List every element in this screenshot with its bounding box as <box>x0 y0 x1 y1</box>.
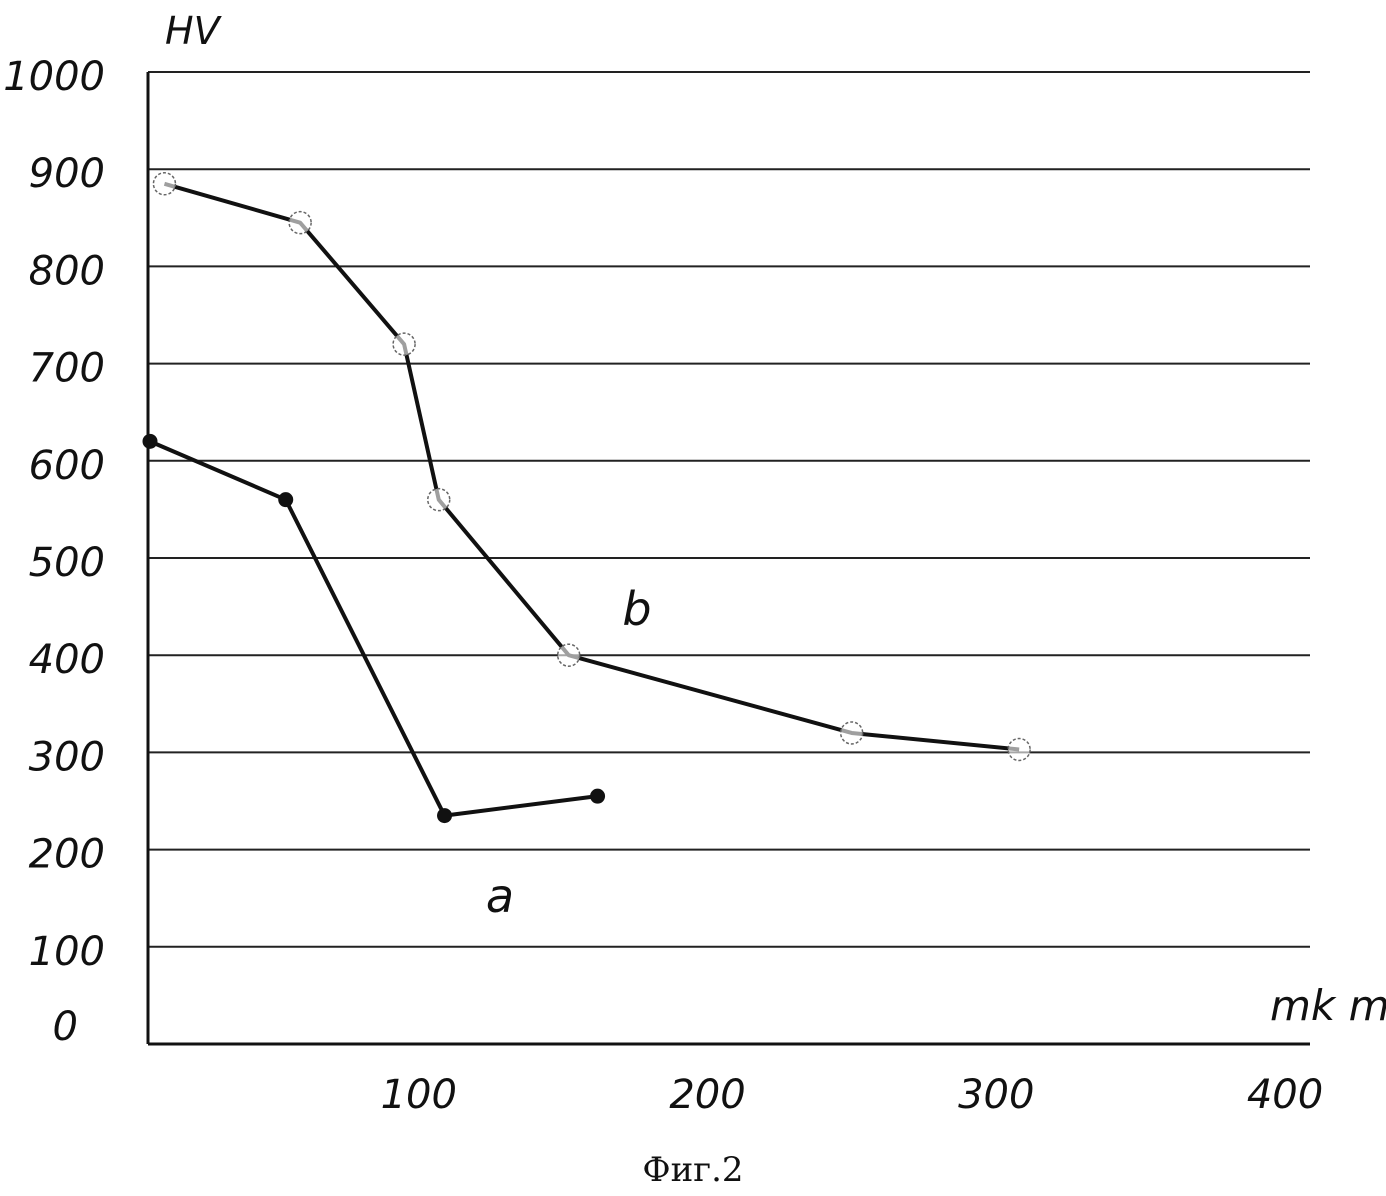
y-tick-label-600: 600 <box>29 443 105 489</box>
series-a-line <box>150 441 598 815</box>
y-tick-label-0: 0 <box>53 1004 78 1050</box>
series-b-point-0 <box>153 173 175 195</box>
y-tick-label-700: 700 <box>29 346 105 392</box>
y-tick-label-500: 500 <box>29 540 105 586</box>
series-b-point-1 <box>289 212 311 234</box>
series-a-point-2 <box>437 808 452 823</box>
gridlines <box>148 72 1310 947</box>
series-a-point-0 <box>143 434 158 449</box>
series-b-point-6 <box>1008 738 1030 760</box>
y-tick-labels: 0 100 200 300 400 500 600 700 800 900 1000 <box>3 54 105 1050</box>
series-label-a: a <box>486 869 514 923</box>
figure-caption: Фиг.2 <box>0 1150 1386 1190</box>
x-axis-label: mk m <box>1270 981 1386 1030</box>
y-tick-label-200: 200 <box>29 832 105 878</box>
series-b-point-5 <box>841 722 863 744</box>
y-tick-label-100: 100 <box>29 929 105 975</box>
hardness-chart: 0 100 200 300 400 500 600 700 800 900 1000 100 200 3… <box>0 0 1386 1150</box>
series-label-b: b <box>622 582 651 636</box>
series-b-point-2 <box>393 333 415 355</box>
x-tick-label-200: 200 <box>669 1072 745 1118</box>
series-b-point-3 <box>428 489 450 511</box>
series: ab <box>143 173 1031 923</box>
x-tick-label-100: 100 <box>381 1072 457 1118</box>
y-tick-label-900: 900 <box>29 151 105 197</box>
series-b-line <box>164 184 1019 750</box>
y-tick-label-800: 800 <box>29 248 105 294</box>
series-a-point-1 <box>278 492 293 507</box>
series-b-point-4 <box>558 644 580 666</box>
y-tick-label-300: 300 <box>29 734 105 780</box>
y-axis-label: HV <box>165 9 223 53</box>
x-tick-label-300: 300 <box>958 1072 1034 1118</box>
series-a-point-3 <box>590 789 605 804</box>
x-tick-label-400: 400 <box>1247 1072 1323 1118</box>
y-tick-label-400: 400 <box>29 637 105 683</box>
x-tick-labels: 100 200 300 400 <box>381 1072 1324 1118</box>
y-tick-label-1000: 1000 <box>3 54 105 100</box>
